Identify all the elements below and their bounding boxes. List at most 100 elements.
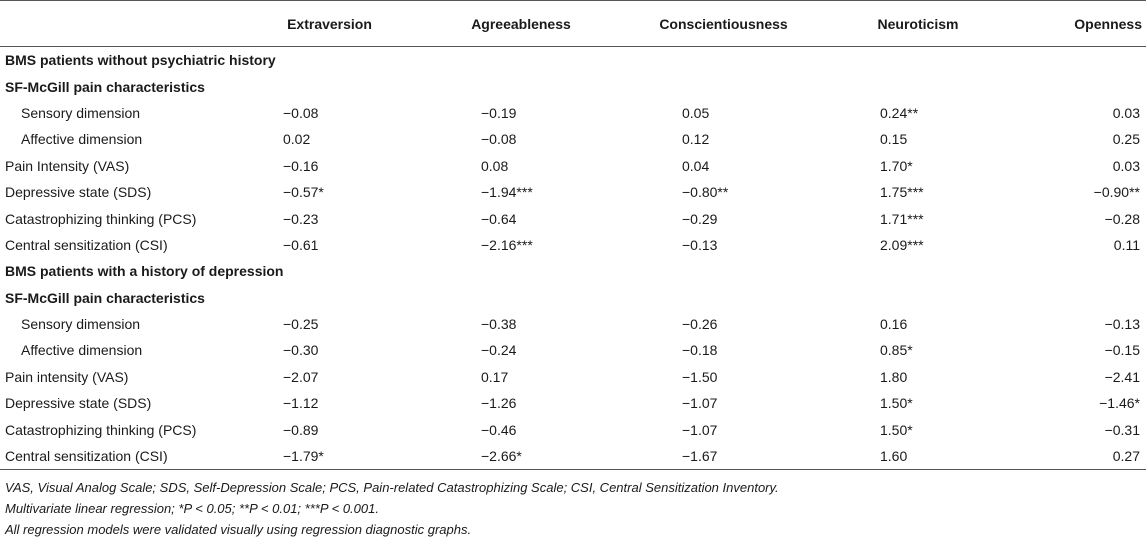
cell-openness: 0.03	[1112, 104, 1140, 121]
row-label: Sensory dimension	[21, 316, 141, 333]
row-label: Affective dimension	[21, 342, 143, 359]
cell-conscientiousness: −0.18	[682, 342, 718, 359]
table-row: Catastrophizing thinking (PCS) −0.23 −0.64…	[0, 205, 1146, 231]
table-row: Affective dimension 0.02 −0.08 0.12 0.15 0.25	[0, 126, 1146, 152]
cell-extraversion: −1.12	[283, 395, 319, 412]
cell-extraversion: −1.79*	[233, 442, 426, 471]
table-row: Central sensitization (CSI) −0.61 −2.16***…	[0, 232, 1146, 258]
table-row: Pain intensity (VAS) −2.07 0.17 −1.50 1.80 −2…	[0, 364, 1146, 390]
header-conscientiousness: Conscientiousness	[616, 0, 831, 47]
section-row: SF-McGill pain characteristics	[0, 285, 1146, 311]
footnote-abbreviations: VAS, Visual Analog Scale; SDS, Self-Depr…	[5, 480, 779, 496]
table-row: Catastrophizing thinking (PCS) −0.89 −0.46…	[0, 416, 1146, 442]
cell-agreeableness: −0.24	[481, 342, 517, 359]
table-row: Depressive state (SDS) −1.12 −1.26 −1.07 1.5…	[0, 390, 1146, 416]
row-label: Depressive state (SDS)	[5, 184, 152, 201]
row-label: Pain Intensity (VAS)	[5, 157, 130, 174]
cell-neuroticism: 0.24**	[880, 104, 919, 121]
section-label: BMS patients with a history of depressio…	[5, 263, 284, 280]
section-label: SF-McGill pain characteristics	[5, 78, 205, 95]
cell-extraversion: −0.61	[283, 236, 319, 253]
cell-extraversion: 0.02	[283, 131, 311, 148]
row-label: Affective dimension	[21, 131, 143, 148]
row-label: Catastrophizing thinking (PCS)	[5, 210, 197, 227]
cell-agreeableness: 0.08	[481, 157, 509, 174]
table-row: Depressive state (SDS) −0.57* −1.94*** −0.8…	[0, 179, 1146, 205]
cell-openness: −2.41	[1104, 368, 1140, 385]
cell-conscientiousness: −0.80**	[682, 184, 729, 201]
header-blank	[0, 0, 233, 47]
table-body: BMS patients without psychiatric history…	[0, 47, 1146, 471]
cell-agreeableness: 0.17	[481, 368, 509, 385]
header-agreeableness: Agreeableness	[426, 0, 616, 47]
row-label: Central sensitization (CSI)	[0, 442, 233, 471]
cell-extraversion: −0.57*	[283, 184, 324, 201]
footnote-statistics: Multivariate linear regression; *P < 0.0…	[5, 501, 379, 517]
cell-neuroticism: 0.16	[880, 316, 908, 333]
section-row: BMS patients without psychiatric history	[0, 47, 1146, 74]
cell-agreeableness: −0.19	[481, 104, 517, 121]
cell-openness: −0.31	[1104, 421, 1140, 438]
cell-conscientiousness: −1.07	[682, 421, 718, 438]
cell-openness: −0.15	[1104, 342, 1140, 359]
cell-conscientiousness: 0.12	[682, 131, 710, 148]
section-label: BMS patients without psychiatric history	[5, 52, 276, 69]
header-openness: Openness	[1005, 0, 1146, 47]
cell-extraversion: −0.30	[283, 342, 319, 359]
cell-extraversion: −0.16	[283, 157, 319, 174]
cell-neuroticism: 2.09***	[880, 236, 924, 253]
header-row: Extraversion Agreeableness Conscientious…	[0, 0, 1146, 47]
table-footnotes: VAS, Visual Analog Scale; SDS, Self-Depr…	[0, 470, 1146, 540]
cell-neuroticism: 1.70*	[880, 157, 913, 174]
table-row: Central sensitization (CSI) −1.79* −2.66* −…	[0, 442, 1146, 471]
cell-conscientiousness: −1.50	[682, 368, 718, 385]
cell-agreeableness: −0.64	[481, 210, 517, 227]
cell-neuroticism: 1.75***	[880, 184, 924, 201]
cell-extraversion: −0.08	[283, 104, 319, 121]
cell-agreeableness: −1.26	[481, 395, 517, 412]
cell-agreeableness: −1.94***	[481, 184, 533, 201]
cell-neuroticism: 0.15	[880, 131, 908, 148]
section-label: SF-McGill pain characteristics	[5, 289, 205, 306]
header-neuroticism: Neuroticism	[831, 0, 1005, 47]
footnote-validation: All regression models were validated vis…	[5, 522, 472, 538]
header-extraversion: Extraversion	[233, 0, 426, 47]
cell-openness: −0.13	[1104, 316, 1140, 333]
cell-neuroticism: 0.85*	[880, 342, 913, 359]
cell-conscientiousness: 0.05	[682, 104, 710, 121]
cell-extraversion: −0.25	[283, 316, 319, 333]
cell-openness: 0.03	[1112, 157, 1140, 174]
cell-agreeableness: −2.66*	[426, 442, 616, 471]
cell-agreeableness: −2.16***	[481, 236, 533, 253]
cell-neuroticism: 1.50*	[880, 421, 913, 438]
cell-extraversion: −2.07	[283, 368, 319, 385]
table-row: Sensory dimension −0.08 −0.19 0.05 0.24** 0.0…	[0, 100, 1146, 126]
row-label: Central sensitization (CSI)	[5, 236, 168, 253]
table-row: Pain Intensity (VAS) −0.16 0.08 0.04 1.70* 0.…	[0, 153, 1146, 179]
regression-table: Extraversion Agreeableness Conscientious…	[0, 0, 1146, 471]
table-row: Affective dimension −0.30 −0.24 −0.18 0.85* −…	[0, 337, 1146, 363]
cell-neuroticism: 1.80	[880, 368, 908, 385]
section-row: SF-McGill pain characteristics	[0, 73, 1146, 99]
cell-openness: 0.11	[1113, 236, 1140, 253]
cell-agreeableness: −0.46	[481, 421, 517, 438]
row-label: Sensory dimension	[21, 104, 141, 121]
cell-conscientiousness: −0.29	[682, 210, 718, 227]
cell-conscientiousness: −0.13	[682, 236, 718, 253]
cell-neuroticism: 1.71***	[880, 210, 924, 227]
table-row: Sensory dimension −0.25 −0.38 −0.26 0.16 −0.1…	[0, 311, 1146, 337]
row-label: Depressive state (SDS)	[5, 395, 152, 412]
cell-openness: −1.46*	[1099, 395, 1140, 412]
cell-conscientiousness: 0.04	[682, 157, 710, 174]
cell-openness: −0.90**	[1093, 184, 1140, 201]
cell-agreeableness: −0.38	[481, 316, 517, 333]
cell-openness: 0.27	[1005, 442, 1146, 471]
cell-conscientiousness: −1.67	[616, 442, 831, 471]
cell-agreeableness: −0.08	[481, 131, 517, 148]
cell-extraversion: −0.23	[283, 210, 319, 227]
table-container: Extraversion Agreeableness Conscientious…	[0, 0, 1146, 540]
cell-conscientiousness: −0.26	[682, 316, 718, 333]
section-row: BMS patients with a history of depressio…	[0, 258, 1146, 284]
row-label: Pain intensity (VAS)	[5, 368, 129, 385]
cell-extraversion: −0.89	[283, 421, 319, 438]
